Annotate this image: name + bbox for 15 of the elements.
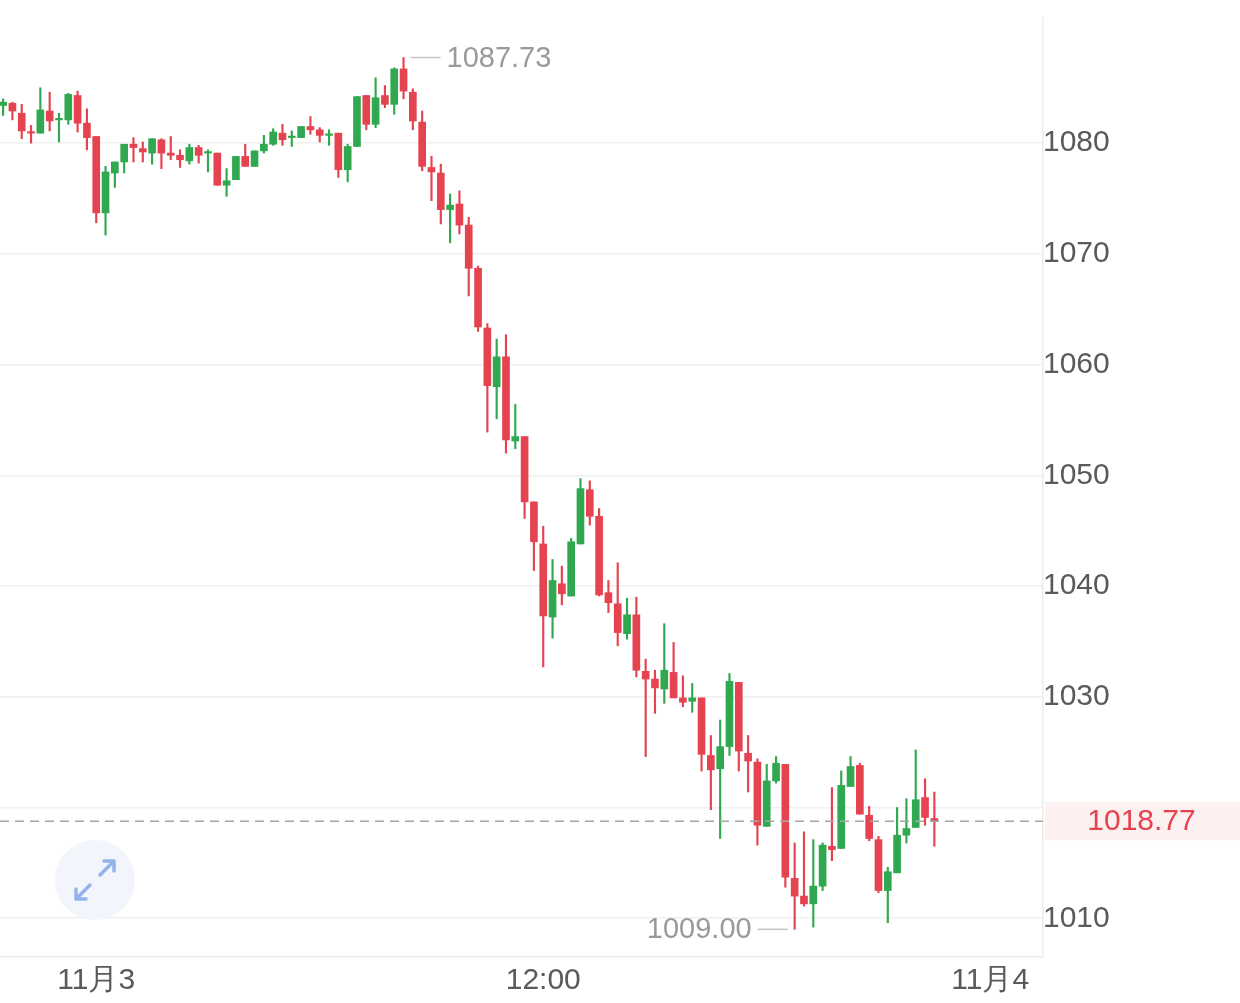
annotation: 1087.73: [446, 40, 552, 73]
x-tick-label: 12:00: [505, 962, 581, 996]
y-tick-label: 1080: [1042, 124, 1110, 158]
ref-line-label: 1018.77: [1087, 803, 1196, 837]
annotation: 1009.00: [646, 912, 752, 945]
y-tick-label: 1040: [1042, 567, 1110, 601]
x-tick-label: 11月4: [951, 962, 1030, 996]
y-tick-label: 1070: [1042, 235, 1110, 269]
candlestick: [427, 156, 436, 202]
y-tick-label: 1030: [1042, 678, 1110, 712]
x-tick-label: 11月3: [57, 962, 136, 996]
candlestick: [129, 137, 138, 163]
y-tick-label: 1010: [1042, 899, 1110, 933]
y-tick-label: 1050: [1042, 456, 1110, 490]
y-tick-label: 1060: [1042, 345, 1110, 379]
